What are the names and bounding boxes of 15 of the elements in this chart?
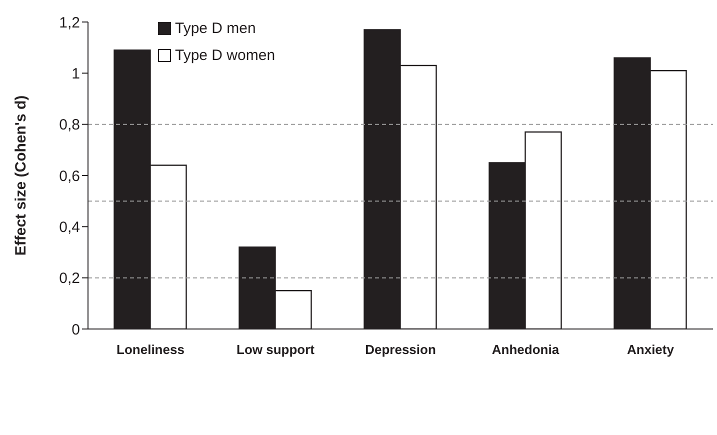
x-tick-label: Loneliness bbox=[116, 342, 184, 358]
y-tick-label: 0,8 bbox=[59, 116, 80, 134]
x-tick-label: Depression bbox=[365, 342, 436, 358]
y-tick-label: 0,2 bbox=[59, 270, 80, 288]
y-tick-label: 0 bbox=[72, 321, 80, 338]
y-tick-label: 1,2 bbox=[59, 14, 80, 32]
legend-label: Type D women bbox=[175, 47, 276, 64]
x-tick-label: Anhedonia bbox=[492, 342, 560, 358]
y-tick-label: 0,4 bbox=[59, 218, 80, 236]
y-tick-label: 0,6 bbox=[59, 168, 80, 185]
legend-label: Type D men bbox=[175, 20, 256, 37]
y-tick-label: 1 bbox=[72, 65, 80, 82]
x-tick-label: Anxiety bbox=[627, 342, 675, 358]
x-tick-label: Low support bbox=[236, 342, 316, 358]
y-axis-title: Effect size (Cohen's d) bbox=[12, 95, 30, 256]
